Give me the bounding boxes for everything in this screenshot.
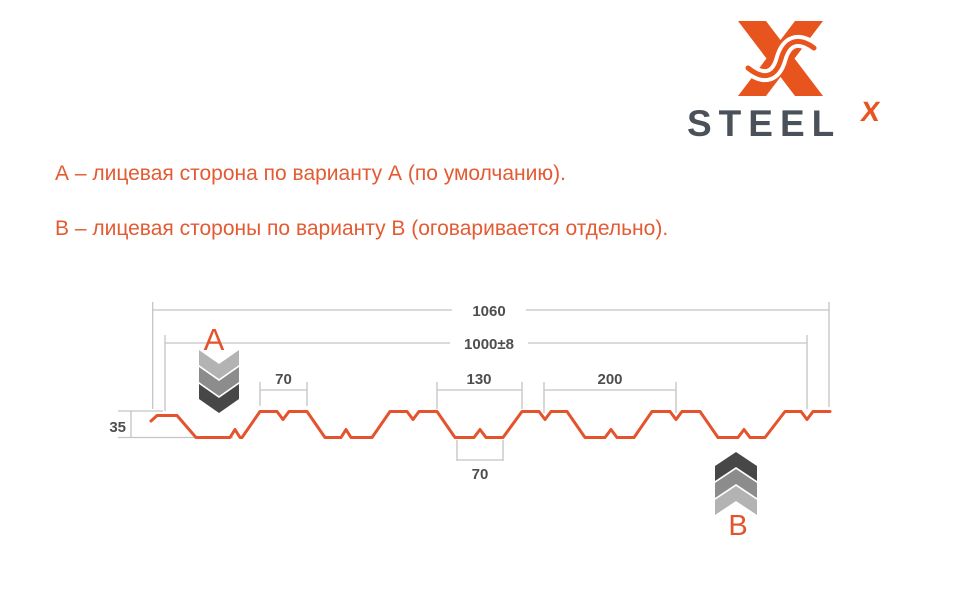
marker-b-letter: В — [728, 510, 747, 542]
note-variant-a: А – лицевая сторона по варианту А (по ум… — [55, 162, 566, 185]
marker-variant-a: А — [199, 322, 239, 413]
chevron-up-icon — [715, 452, 757, 481]
brand-wordmark: STEEL — [687, 103, 842, 144]
chevron-down-icon — [199, 384, 239, 413]
dim-working-width-label: 1000±8 — [464, 336, 514, 353]
dimension-crest-flat: 70 — [259, 371, 308, 406]
dim-profile-height-label: 35 — [109, 419, 126, 436]
logo-s-curve-icon — [745, 38, 817, 79]
dimension-valley-opening: 130 — [436, 371, 523, 409]
dim-crest-flat-label: 70 — [275, 371, 292, 388]
chevron-down-icon — [199, 367, 239, 396]
dim-valley-opening-label: 130 — [466, 371, 491, 388]
chevron-up-icon — [715, 469, 757, 498]
dimension-overall-width: 1060 — [152, 302, 830, 409]
dim-overall-width-label: 1060 — [472, 303, 505, 320]
dim-valley-flat-label: 70 — [472, 466, 489, 483]
dimension-valley-flat: 70 — [456, 440, 504, 483]
dimension-working-width: 1000±8 — [164, 335, 808, 411]
steelx-logo-icon — [738, 21, 823, 96]
marker-variant-b: В — [715, 452, 757, 542]
dim-rib-pitch-label: 200 — [597, 371, 622, 388]
marker-a-letter: А — [204, 322, 225, 357]
note-variant-b: В – лицевая стороны по варианту В (огова… — [55, 217, 669, 240]
dimension-rib-pitch: 200 — [543, 371, 677, 413]
sheet-profile-path — [149, 410, 832, 439]
chevron-down-icon — [199, 350, 239, 379]
chevron-up-icon — [715, 486, 757, 515]
